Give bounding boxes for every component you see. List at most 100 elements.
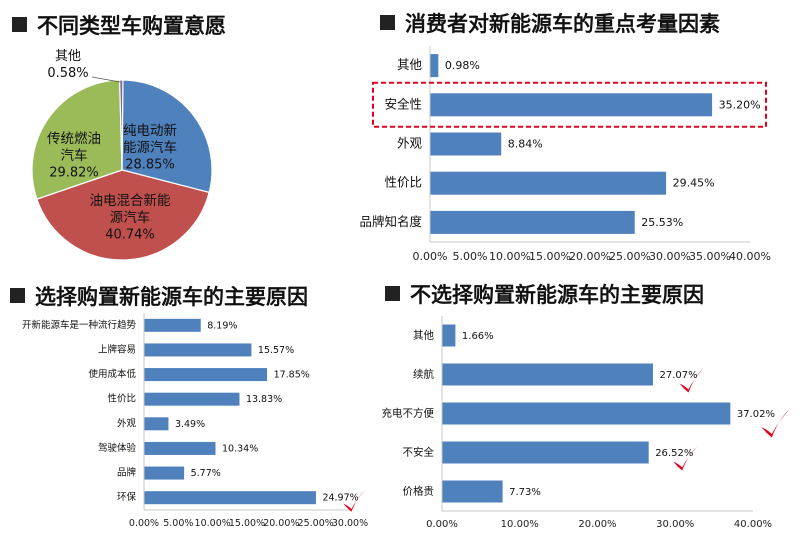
category-label: 环保 (117, 491, 137, 503)
reasons-buy-chart-title: 选择购置新能源车的主要原因 (10, 281, 308, 311)
x-tick-label: 10.00% (501, 519, 539, 530)
bar (430, 132, 502, 156)
pie-slice-value-label: 28.85% (125, 158, 175, 173)
pie-chart-title-text: 不同类型车购置意愿 (37, 14, 226, 38)
bar (144, 343, 252, 357)
x-tick-label: 40.00% (734, 519, 772, 530)
data-label: 37.02% (737, 409, 775, 420)
category-label: 驾驶体验 (98, 442, 137, 454)
data-label: 27.07% (659, 370, 697, 381)
bar (430, 210, 635, 234)
bar (144, 392, 240, 406)
x-tick-label: 0.00% (129, 518, 159, 529)
data-label: 1.66% (462, 331, 494, 342)
data-label: 0.98% (445, 59, 480, 72)
x-tick-label: 10.00% (195, 518, 231, 529)
data-label: 3.49% (175, 419, 205, 430)
data-label: 29.45% (673, 177, 715, 190)
x-tick-label: 20.00% (578, 519, 616, 530)
factors-chart-title: 消费者对新能源车的重点考量因素 (380, 8, 720, 38)
x-tick-label: 35.00% (689, 250, 731, 263)
x-tick-label: 25.00% (609, 250, 651, 263)
data-label: 8.19% (207, 320, 237, 331)
category-label: 品牌 (117, 467, 137, 479)
x-tick-label: 25.00% (298, 518, 334, 529)
title-bullet-square (380, 15, 395, 30)
bar (144, 318, 201, 332)
category-label: 安全性 (384, 96, 422, 111)
pie-chart-title: 不同类型车购置意愿 (12, 10, 226, 40)
bar (144, 417, 169, 431)
category-label: 上牌容易 (98, 343, 136, 355)
title-bullet-square (385, 286, 400, 301)
bar (430, 171, 667, 195)
x-tick-label: 0.00% (426, 519, 458, 530)
pie-leader-line (91, 76, 121, 83)
pie-slice-name-label: 汽车 (61, 147, 88, 164)
data-label: 10.34% (222, 443, 258, 454)
category-label: 性价比 (384, 175, 422, 190)
data-label: 8.84% (508, 138, 543, 151)
pie-slice-name-label: 其他 (55, 49, 81, 64)
reasons-notbuy-chart-title-text: 不选择购置新能源车的主要原因 (410, 283, 704, 307)
category-label: 使用成本低 (88, 368, 136, 380)
category-label: 价格贵 (403, 485, 435, 498)
data-label: 35.20% (719, 98, 761, 111)
highlight-dashed-box (372, 81, 767, 128)
data-label: 7.73% (509, 487, 541, 498)
data-label: 13.83% (246, 394, 282, 405)
reasons-buy-bar-chart: 0.00% 5.00% 10.00%15.00%20.00%25.00%30.00%… (22, 313, 368, 529)
category-label: 其他 (397, 57, 423, 72)
reasons-notbuy-chart-title: 不选择购置新能源车的主要原因 (385, 279, 704, 309)
pie-slice (31, 79, 123, 200)
key-factors-bar-chart: 0.00% 5.00% 10.00%15.00%20.00%25.00%30.00%… (359, 46, 771, 263)
data-label: 26.52% (655, 448, 693, 459)
bar (442, 402, 731, 425)
x-tick-label: 5.00% (163, 518, 193, 529)
checkmark-icon (673, 446, 698, 471)
bar (442, 480, 503, 503)
bar (430, 93, 713, 117)
category-label: 外观 (397, 136, 423, 151)
category-label: 其他 (413, 329, 434, 342)
category-label: 不安全 (403, 446, 435, 459)
category-label: 品牌知名度 (359, 214, 422, 229)
checkmark-icon (679, 368, 704, 393)
title-bullet-square (10, 288, 25, 303)
x-tick-label: 15.00% (229, 518, 265, 529)
category-label: 外观 (117, 417, 137, 429)
category-label: 续航 (413, 368, 434, 381)
reasons-buy-chart-title-text: 选择购置新能源车的主要原因 (35, 285, 308, 309)
bar (144, 441, 216, 455)
pie-slice-name-label: 油电混合新能 (90, 193, 171, 209)
x-tick-label: 40.00% (729, 250, 771, 263)
pie-slice-name-label: 能源汽车 (123, 139, 177, 156)
bar (430, 54, 439, 78)
pie-slice (119, 79, 124, 171)
reasons-notbuy-bar-chart: 0.00% 10.00% 20.00% 30.00% 40.00% 其他 1.66% 续航 27… (382, 316, 790, 530)
category-label: 性价比 (107, 393, 136, 405)
x-tick-label: 30.00% (656, 519, 694, 530)
pie-slice-name-label: 纯电动新 (123, 123, 177, 139)
data-label: 5.77% (191, 468, 221, 479)
x-tick-label: 20.00% (569, 250, 611, 263)
data-label: 17.85% (274, 370, 310, 381)
x-tick-label: 5.00% (453, 250, 488, 263)
bar (144, 466, 185, 480)
pie-slice (36, 169, 210, 261)
bar (442, 363, 653, 386)
x-tick-label: 0.00% (413, 250, 448, 263)
category-label: 开新能源车是一种流行趋势 (22, 319, 137, 331)
bar (442, 324, 456, 347)
bar (144, 491, 316, 505)
factors-chart-title-text: 消费者对新能源车的重点考量因素 (405, 12, 720, 36)
checkmark-icon (343, 490, 365, 512)
x-tick-label: 10.00% (489, 250, 531, 263)
pie-slice (121, 79, 213, 194)
x-tick-label: 20.00% (263, 518, 299, 529)
pie-slice-value-label: 0.58% (47, 66, 88, 81)
data-label: 25.53% (641, 216, 683, 229)
bar (144, 368, 268, 382)
pie-slice-name-label: 传统燃油 (47, 130, 101, 147)
